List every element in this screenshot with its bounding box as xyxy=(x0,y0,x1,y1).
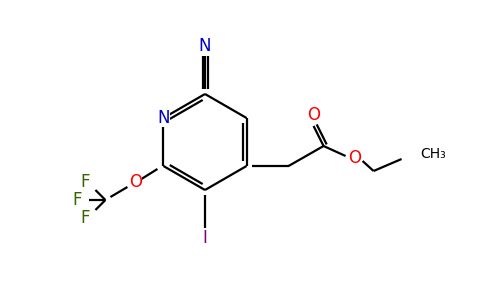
Text: N: N xyxy=(199,37,211,55)
Text: I: I xyxy=(203,229,208,247)
Text: F: F xyxy=(73,191,82,209)
Text: F: F xyxy=(81,173,90,191)
Text: F: F xyxy=(81,209,90,227)
Text: O: O xyxy=(129,173,142,191)
Text: CH₃: CH₃ xyxy=(421,147,446,161)
Text: O: O xyxy=(307,106,320,124)
Text: N: N xyxy=(157,109,170,127)
Text: O: O xyxy=(348,149,361,167)
